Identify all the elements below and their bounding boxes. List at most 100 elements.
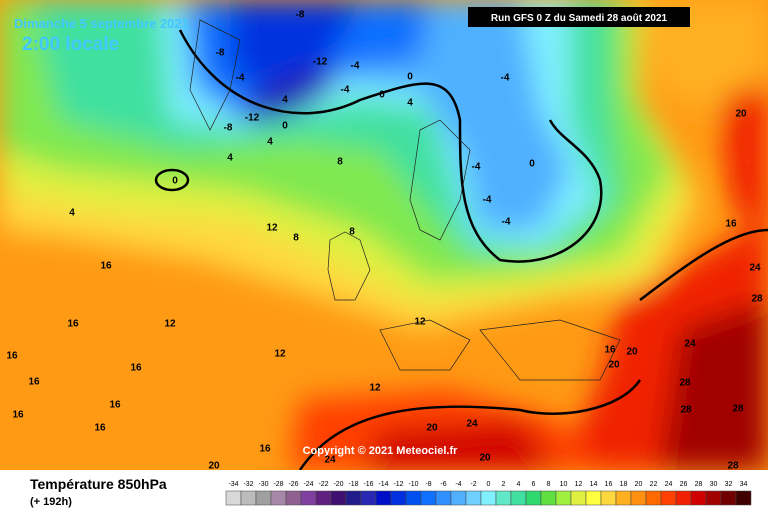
scale-label: -28 bbox=[273, 481, 283, 488]
contour-label: -12 bbox=[245, 113, 260, 124]
scale-swatch bbox=[510, 490, 527, 506]
scale-swatch bbox=[435, 490, 452, 506]
contour-label: 0 bbox=[172, 176, 178, 187]
scale-label: 16 bbox=[605, 481, 613, 488]
scale-label: 24 bbox=[665, 481, 673, 488]
contour-label: 16 bbox=[130, 363, 142, 374]
contour-label: 12 bbox=[266, 223, 278, 234]
contour-label: -8 bbox=[296, 10, 305, 21]
contour-label: 8 bbox=[337, 157, 343, 168]
scale-label: -24 bbox=[303, 481, 313, 488]
contour-label: -4 bbox=[483, 195, 492, 206]
scale-swatch bbox=[255, 490, 272, 506]
contour-label: 4 bbox=[227, 153, 233, 164]
scale-swatch bbox=[270, 490, 287, 506]
scale-label: -8 bbox=[425, 481, 431, 488]
scale-swatch bbox=[690, 490, 707, 506]
scale-swatch bbox=[405, 490, 422, 506]
contour-label: 4 bbox=[407, 98, 413, 109]
contour-label: 16 bbox=[725, 219, 737, 230]
copyright: Copyright © 2021 Meteociel.fr bbox=[303, 445, 459, 457]
scale-swatch bbox=[720, 490, 737, 506]
scale-label: -10 bbox=[408, 481, 418, 488]
contour-label: 4 bbox=[69, 208, 75, 219]
legend-title: Température 850hPa bbox=[30, 476, 167, 492]
contour-label: 16 bbox=[67, 319, 79, 330]
scale-label: 26 bbox=[680, 481, 688, 488]
contour-label: 20 bbox=[608, 360, 620, 371]
scale-label: 34 bbox=[740, 481, 748, 488]
contour-label: 16 bbox=[94, 423, 106, 434]
zero-contour bbox=[154, 29, 768, 470]
time: 2:00 locale bbox=[22, 34, 119, 55]
scale-label: -4 bbox=[455, 481, 461, 488]
contour-label: 0 bbox=[407, 72, 413, 83]
contour-label: 12 bbox=[274, 349, 286, 360]
contour-label: 24 bbox=[749, 263, 761, 274]
contour-label: 28 bbox=[679, 378, 691, 389]
contour-label: 12 bbox=[369, 383, 381, 394]
contour-label: 28 bbox=[727, 461, 739, 472]
contour-label: 16 bbox=[109, 400, 121, 411]
contour-label: -4 bbox=[236, 73, 245, 84]
scale-label: -20 bbox=[333, 481, 343, 488]
scale-swatch bbox=[315, 490, 332, 506]
contour-label: -4 bbox=[502, 217, 511, 228]
scale-swatch bbox=[705, 490, 722, 506]
scale-label: 12 bbox=[575, 481, 583, 488]
scale-label: -2 bbox=[470, 481, 476, 488]
scale-label: 4 bbox=[517, 481, 521, 488]
contour-label: 12 bbox=[414, 317, 426, 328]
scale-label: -30 bbox=[258, 481, 268, 488]
contour-label: -8 bbox=[224, 123, 233, 134]
contour-label: 4 bbox=[282, 95, 288, 106]
contour-label: 0 bbox=[379, 90, 385, 101]
contour-label: 16 bbox=[259, 444, 271, 455]
scale-swatch bbox=[345, 490, 362, 506]
contour-label: 16 bbox=[100, 261, 112, 272]
contour-label: 20 bbox=[426, 423, 438, 434]
contour-label: 20 bbox=[479, 453, 491, 464]
scale-swatch bbox=[420, 490, 437, 506]
contour-label: 28 bbox=[751, 294, 763, 305]
scale-label: -14 bbox=[378, 481, 388, 488]
scale-label: 18 bbox=[620, 481, 628, 488]
scale-swatch bbox=[660, 490, 677, 506]
scale-swatch bbox=[240, 490, 257, 506]
scale-label: 14 bbox=[590, 481, 598, 488]
contour-label: -4 bbox=[501, 73, 510, 84]
run: Run GFS 0 Z du Samedi 28 août 2021 bbox=[491, 13, 668, 24]
scale-label: -26 bbox=[288, 481, 298, 488]
scale-label: -18 bbox=[348, 481, 358, 488]
scale-label: 8 bbox=[547, 481, 551, 488]
scale-swatch bbox=[330, 490, 347, 506]
scale-swatch bbox=[495, 490, 512, 506]
scale-label: 32 bbox=[725, 481, 733, 488]
scale-swatch bbox=[480, 490, 497, 506]
scale-label: 10 bbox=[560, 481, 568, 488]
scale-swatch bbox=[555, 490, 572, 506]
map-labels: -8-12-8-4-12-4-8-44040-4048404-4-40-4128… bbox=[6, 10, 763, 472]
contour-label: -8 bbox=[216, 48, 225, 59]
contour-label: 0 bbox=[529, 159, 535, 170]
scale-swatch bbox=[615, 490, 632, 506]
contour-label: 28 bbox=[680, 405, 692, 416]
contour-label: 24 bbox=[684, 339, 696, 350]
contour-label: -4 bbox=[341, 85, 350, 96]
contour-label: 16 bbox=[604, 345, 616, 356]
scale-swatch bbox=[600, 490, 617, 506]
contour-label: 12 bbox=[164, 319, 176, 330]
temperature-field bbox=[0, 0, 768, 470]
scale-swatch bbox=[390, 490, 407, 506]
scale-swatch bbox=[360, 490, 377, 506]
scale-swatch bbox=[735, 490, 752, 506]
scale-label: -12 bbox=[393, 481, 403, 488]
contour-label: 16 bbox=[28, 377, 40, 388]
contour-label: 24 bbox=[324, 455, 336, 466]
contour-label: 20 bbox=[626, 347, 638, 358]
scale-swatch bbox=[375, 490, 392, 506]
contour-label: -4 bbox=[351, 61, 360, 72]
scale-swatch bbox=[540, 490, 557, 506]
scale-label: -22 bbox=[318, 481, 328, 488]
